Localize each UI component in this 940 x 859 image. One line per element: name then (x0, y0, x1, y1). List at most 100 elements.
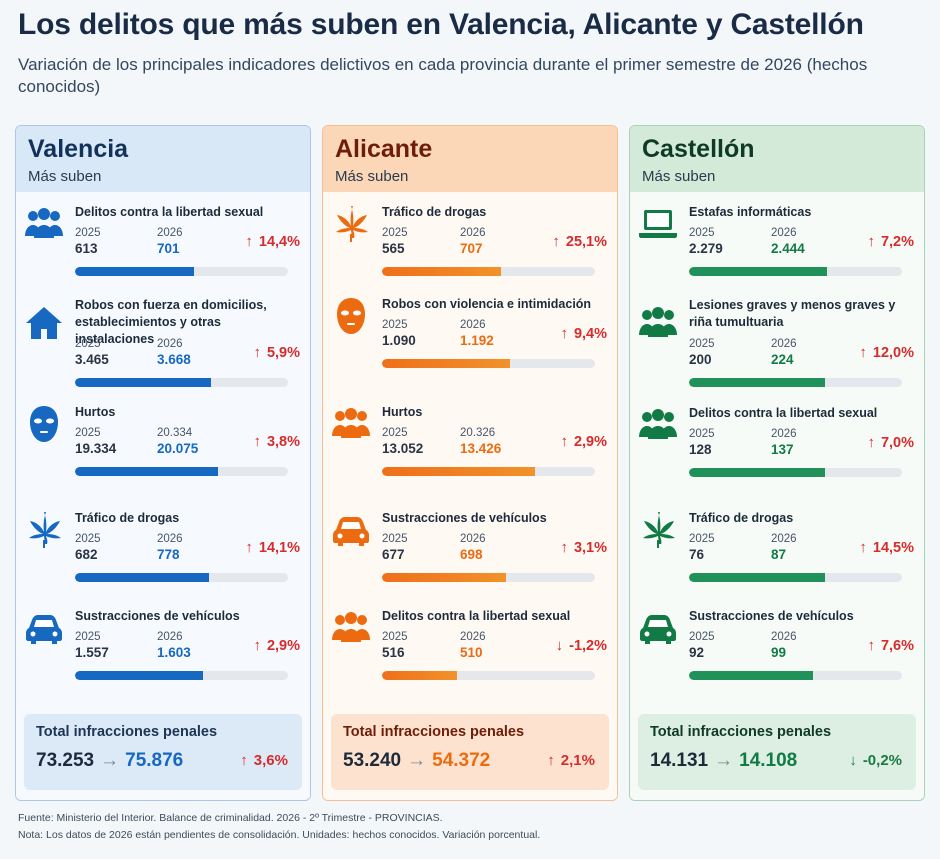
people-group-icon (638, 405, 678, 445)
panel-castellon: Castellón Más suben Estafas informáticas 20… (629, 125, 925, 801)
year2-value: 87 (771, 547, 787, 562)
indicator-label: Sustracciones de vehículos (382, 511, 547, 525)
province-subtitle: Más suben (642, 168, 716, 185)
total-box: Total infracciones penales 14.131 → 14.108 ↓… (638, 714, 916, 790)
year1-label: 2025 (382, 227, 408, 239)
indicator-label: Delitos contra la libertad sexual (382, 609, 571, 623)
year2-label: 20.326 (460, 427, 496, 439)
change-value: ↑ 7,6% (867, 637, 914, 654)
people-group-icon (24, 204, 64, 244)
arrow-up-icon: ↑ (240, 752, 248, 769)
year2-label: 2026 (157, 338, 183, 350)
progress-bar-fill (382, 573, 506, 582)
total-change-text: -0,2% (862, 752, 902, 769)
year1-label: 2025 (75, 338, 101, 350)
year1-value: 2.279 (689, 241, 723, 256)
year2-label: 2026 (771, 338, 797, 350)
progress-bar-fill (689, 573, 826, 582)
total-label: Total infracciones penales (343, 724, 525, 740)
year2-value: 99 (771, 645, 787, 660)
year2-value: 1.192 (460, 333, 494, 348)
year1-value: 3.465 (75, 352, 109, 367)
year1-label: 2025 (689, 227, 715, 239)
total-box: Total infracciones penales 73.253 → 75.876 ↑… (24, 714, 302, 790)
arrow-up-icon: ↑ (552, 233, 560, 250)
footer-note: Nota: Los datos de 2026 están pendientes… (18, 829, 541, 841)
footer-source: Fuente: Ministerio del Interior. Balance… (18, 812, 443, 824)
people-group-icon (331, 608, 371, 648)
change-text: 5,9% (266, 345, 300, 361)
year2-label: 2026 (771, 428, 797, 440)
year2-value: 707 (460, 241, 483, 256)
year2-value: 701 (157, 241, 180, 256)
panel-valencia: Valencia Más suben Delitos contra la liber… (15, 125, 311, 801)
year1-label: 2025 (75, 533, 101, 545)
province-subtitle: Más suben (335, 168, 409, 185)
year2-label: 2026 (157, 533, 183, 545)
progress-bar-fill (382, 467, 536, 476)
year2-value: 510 (460, 645, 483, 660)
change-value: ↑ 3,1% (560, 539, 607, 556)
year1-value: 76 (689, 547, 705, 562)
people-group-icon (638, 303, 678, 343)
year1-label: 2025 (75, 427, 101, 439)
arrow-up-icon: ↑ (547, 752, 555, 769)
year1-label: 2025 (382, 427, 408, 439)
panel-header: Valencia Más suben (16, 126, 310, 192)
year2-label: 2026 (157, 227, 183, 239)
year1-label: 2025 (382, 319, 408, 331)
total-from: 14.131 (650, 750, 709, 771)
footer: Fuente: Ministerio del Interior. Balance… (18, 810, 540, 844)
progress-bar-fill (75, 573, 210, 582)
change-value: ↓ -1,2% (556, 637, 607, 654)
total-label: Total infracciones penales (36, 724, 218, 740)
change-value: ↑ 25,1% (552, 233, 607, 250)
progress-bar-fill (689, 468, 826, 477)
progress-bar (689, 573, 902, 582)
progress-bar-fill (75, 378, 212, 387)
total-values: 73.253 → 75.876 (36, 750, 183, 772)
total-values: 53.240 → 54.372 (343, 750, 490, 772)
indicator-label: Tráfico de drogas (689, 511, 794, 525)
year1-value: 565 (382, 241, 405, 256)
indicator-label: Hurtos (382, 405, 423, 419)
total-to: 75.876 (125, 750, 184, 771)
change-text: 7,6% (880, 638, 914, 654)
change-text: 14,1% (258, 540, 300, 556)
indicator-label: Sustracciones de vehículos (689, 609, 854, 623)
year1-label: 2025 (382, 631, 408, 643)
progress-bar (382, 671, 595, 680)
progress-bar (382, 467, 595, 476)
year2-label: 2026 (460, 319, 486, 331)
year2-value: 698 (460, 547, 483, 562)
change-text: 3,1% (573, 540, 607, 556)
change-value: ↑ 2,9% (560, 433, 607, 450)
year2-label: 2026 (460, 631, 486, 643)
year1-value: 200 (689, 352, 712, 367)
change-value: ↑ 7,0% (867, 434, 914, 451)
change-value: ↑ 2,9% (253, 637, 300, 654)
panel-body: Delitos contra la libertad sexual 2025 613… (16, 192, 310, 800)
progress-bar-fill (382, 359, 510, 368)
total-from: 73.253 (36, 750, 95, 771)
masked-thief-icon (331, 296, 371, 336)
year2-value: 13.426 (460, 441, 502, 456)
total-change-text: 2,1% (560, 752, 595, 769)
change-value: ↑ 14,5% (859, 539, 914, 556)
year2-value: 137 (771, 442, 794, 457)
year2-value: 778 (157, 547, 180, 562)
total-label: Total infracciones penales (650, 724, 832, 740)
total-change: ↑ 3,6% (240, 752, 288, 769)
change-value: ↑ 5,9% (253, 344, 300, 361)
progress-bar (382, 267, 595, 276)
arrow-up-icon: ↑ (245, 233, 253, 250)
car-icon (24, 608, 64, 648)
arrow-up-icon: ↑ (859, 539, 867, 556)
year1-value: 1.557 (75, 645, 109, 660)
indicator-label: Hurtos (75, 405, 116, 419)
progress-bar-fill (75, 671, 203, 680)
progress-bar (75, 671, 288, 680)
people-group-icon (331, 404, 371, 444)
indicator-label: Delitos contra la libertad sexual (689, 406, 878, 420)
year1-label: 2025 (75, 227, 101, 239)
